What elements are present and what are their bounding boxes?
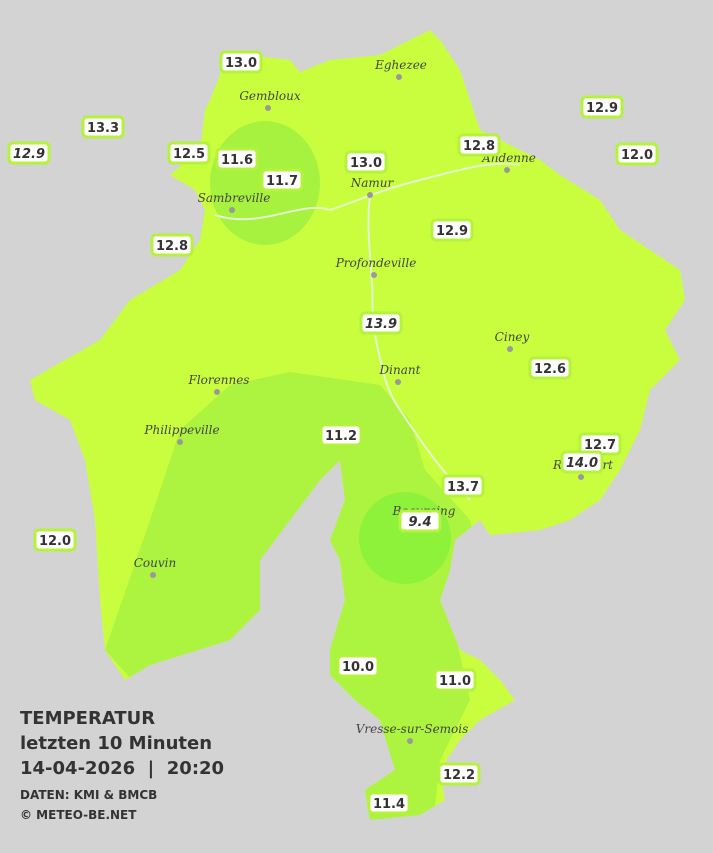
station-value: 13.7 (447, 480, 479, 495)
city-dot (367, 192, 373, 198)
station-value: 12.9 (586, 101, 618, 116)
station-box (150, 233, 194, 257)
station-value: 12.0 (621, 148, 653, 163)
city-dot (396, 74, 402, 80)
city-dot (395, 379, 401, 385)
station-box (344, 150, 388, 174)
station-value: 13.9 (365, 317, 397, 332)
station-box (7, 141, 51, 165)
station-box (615, 142, 659, 166)
datetime: 14-04-2026 | 20:20 (20, 758, 224, 779)
station-value: 12.8 (156, 239, 188, 254)
station-value: 12.7 (584, 438, 616, 453)
city-dot (407, 738, 413, 744)
city-dot (214, 389, 220, 395)
station-box (430, 218, 474, 242)
city-label: Sambreville (198, 191, 271, 205)
station-box (560, 450, 604, 474)
city-label: Philippeville (143, 423, 219, 437)
subtitle: letzten 10 Minuten (20, 733, 212, 754)
river (214, 162, 521, 221)
station-box (441, 474, 485, 498)
station-value: 12.9 (436, 224, 468, 239)
station-box (260, 168, 304, 192)
station-value: 10.0 (342, 660, 374, 675)
station-value: 11.4 (373, 797, 405, 812)
city-label: Vresse-sur-Semois (356, 722, 469, 736)
station-box (167, 141, 211, 165)
station-box (33, 528, 77, 552)
river (367, 194, 471, 501)
city-label: Gembloux (239, 89, 301, 103)
station-value: 11.6 (221, 153, 253, 168)
title: TEMPERATUR (20, 708, 155, 729)
city-label: Couvin (134, 556, 176, 570)
city-label: Florennes (188, 373, 250, 387)
station-box (359, 311, 403, 335)
city-label: Dinant (379, 363, 421, 377)
station-box (367, 791, 411, 815)
station-value: 12.6 (534, 362, 566, 377)
station-value: 12.5 (173, 147, 205, 162)
station-box (457, 133, 501, 157)
city-dot (265, 105, 271, 111)
city-label: Ciney (495, 330, 530, 344)
city-dot (371, 272, 377, 278)
city-dot (504, 167, 510, 173)
city-dot (177, 439, 183, 445)
station-value: 11.2 (325, 429, 357, 444)
station-box (219, 50, 263, 74)
station-value: 13.0 (350, 156, 382, 171)
station-box (319, 423, 363, 447)
station-value: 12.9 (13, 147, 45, 162)
city-dot (150, 572, 156, 578)
station-box (336, 654, 380, 678)
station-box (433, 668, 477, 692)
city-label: Eghezee (374, 58, 427, 72)
station-box (398, 509, 442, 533)
city-dot (578, 474, 584, 480)
station-value: 9.4 (408, 515, 431, 530)
station-value: 14.0 (566, 456, 598, 471)
city-label: Profondeville (335, 256, 417, 270)
station-value: 11.7 (266, 174, 298, 189)
city-label: Namur (350, 176, 395, 190)
station-value: 12.8 (463, 139, 495, 154)
station-value: 12.0 (39, 534, 71, 549)
station-value: 13.0 (225, 56, 257, 71)
source: DATEN: KMI & BMCB (20, 788, 157, 802)
station-value: 12.2 (443, 768, 475, 783)
city-dot (229, 207, 235, 213)
station-box (215, 147, 259, 171)
station-box (528, 356, 572, 380)
station-value: 13.3 (87, 121, 119, 136)
station-value: 11.0 (439, 674, 471, 689)
station-box (81, 115, 125, 139)
station-box (580, 95, 624, 119)
station-box (437, 762, 481, 786)
city-dot (507, 346, 513, 352)
copyright: © METEO-BE.NET (20, 808, 137, 822)
